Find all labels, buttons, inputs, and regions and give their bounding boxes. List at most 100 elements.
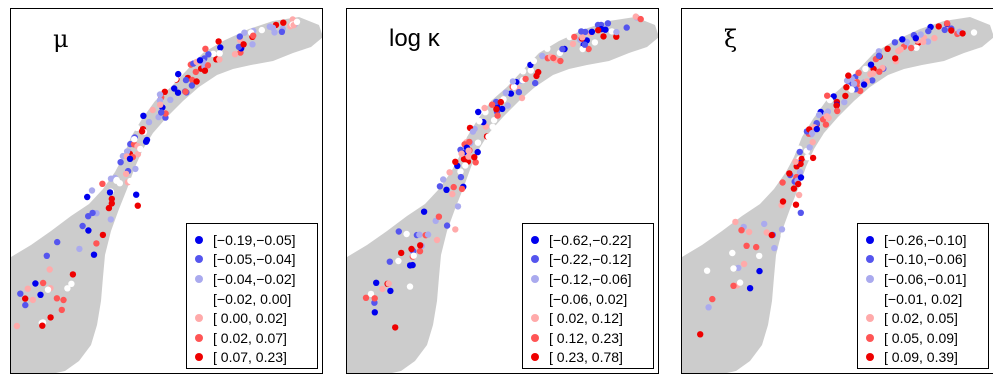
- station-dot: [472, 159, 479, 166]
- station-dot: [417, 242, 424, 249]
- station-dot: [126, 155, 134, 162]
- legend-item: [−0.05,−0.04]: [195, 250, 317, 270]
- station-dot: [519, 68, 527, 75]
- station-dot: [843, 84, 850, 91]
- station-dot: [216, 56, 223, 63]
- panel-title: ξ: [724, 25, 738, 53]
- station-dot: [730, 265, 737, 272]
- station-dot: [280, 19, 287, 26]
- station-dot: [139, 201, 146, 209]
- station-dot: [499, 105, 506, 113]
- station-dot: [466, 138, 473, 146]
- station-dot: [600, 33, 607, 40]
- station-dot: [845, 72, 852, 79]
- station-dot: [796, 148, 803, 156]
- legend-dot: [531, 314, 539, 323]
- station-dot: [581, 41, 588, 48]
- station-dot: [481, 104, 488, 112]
- station-dot: [504, 102, 511, 109]
- station-dot: [108, 195, 116, 203]
- station-dot: [892, 55, 899, 62]
- station-dot: [743, 242, 750, 249]
- station-dot: [544, 45, 551, 52]
- legend-item: [ 0.12, 0.23]: [531, 328, 653, 348]
- legend-item: [−0.62,−0.22]: [531, 230, 653, 250]
- station-dot: [875, 48, 883, 55]
- station-dot: [113, 177, 120, 184]
- station-dot: [420, 208, 428, 215]
- station-dot: [703, 267, 711, 274]
- station-dot: [855, 69, 862, 76]
- station-dot: [732, 218, 739, 226]
- legend-item: [ 0.05, 0.09]: [866, 328, 988, 348]
- map-panel-xi: ξ [−0.26,−0.10] [−0.10,−0.06] [−0.06,−0.…: [681, 8, 993, 374]
- station-dot: [107, 216, 115, 223]
- station-dot: [133, 124, 141, 132]
- station-dot: [215, 38, 222, 45]
- station-dot: [138, 128, 146, 135]
- legend-item: [−0.22,−0.12]: [531, 250, 653, 270]
- station-dot: [175, 70, 182, 78]
- legend-dot: [531, 333, 539, 342]
- legend-dot: [195, 255, 203, 264]
- station-dot: [54, 238, 61, 246]
- station-dot: [490, 117, 498, 124]
- legend-dot: [866, 235, 874, 244]
- station-dot: [403, 230, 410, 238]
- station-dot: [443, 222, 451, 229]
- legend-label: [−0.05,−0.04]: [213, 251, 296, 268]
- station-dot: [406, 262, 414, 269]
- station-dot: [559, 45, 566, 53]
- station-dot: [157, 101, 164, 108]
- legend-item: [ 0.23, 0.78]: [531, 348, 653, 368]
- station-dot: [193, 78, 200, 85]
- station-dot: [158, 109, 165, 116]
- legend-dot: [531, 235, 539, 244]
- station-dot: [475, 108, 482, 116]
- station-dot: [763, 229, 770, 236]
- legend-label: [ 0.09, 0.39]: [884, 349, 958, 366]
- legend-item: [ 0.02, 0.05]: [866, 308, 988, 328]
- legend-label: [−0.04,−0.02]: [213, 270, 296, 287]
- station-dot: [88, 187, 96, 194]
- station-dot: [823, 113, 830, 120]
- legend-dot: [866, 333, 874, 342]
- station-dot: [779, 198, 787, 205]
- legend: [−0.26,−0.10] [−0.10,−0.06] [−0.06,−0.01…: [857, 223, 989, 369]
- station-dot: [79, 222, 86, 230]
- legend-item: [−0.10,−0.06]: [866, 250, 988, 270]
- station-dot: [497, 98, 504, 106]
- legend-item: [ 0.09, 0.39]: [866, 348, 988, 368]
- station-dot: [450, 183, 457, 191]
- station-dot: [47, 314, 54, 321]
- legend-item: [−0.01, 0.02]: [866, 289, 988, 309]
- legend-dot: [195, 274, 203, 283]
- station-dot: [920, 38, 927, 46]
- legend-dot: [195, 353, 203, 362]
- station-dot: [588, 28, 596, 35]
- station-dot: [841, 98, 848, 106]
- station-dot: [469, 128, 477, 135]
- station-dot: [539, 52, 546, 60]
- station-dot: [172, 75, 179, 83]
- station-dot: [188, 82, 196, 89]
- station-dot: [398, 249, 405, 257]
- station-dot: [64, 285, 71, 292]
- legend-label: [−0.06,−0.01]: [884, 270, 967, 287]
- legend-dot: [195, 314, 203, 323]
- station-dot: [795, 191, 803, 199]
- station-dot: [446, 169, 453, 176]
- legend-item: [−0.26,−0.10]: [866, 230, 988, 250]
- station-dot: [392, 324, 399, 331]
- station-dot: [37, 291, 44, 298]
- station-dot: [105, 204, 113, 212]
- legend-dot: [195, 235, 203, 244]
- station-dot: [862, 65, 869, 73]
- station-dot: [876, 68, 883, 75]
- station-dot: [53, 295, 61, 302]
- station-dot: [843, 77, 851, 84]
- station-dot: [474, 139, 482, 146]
- station-dot: [797, 209, 804, 216]
- station-dot: [174, 89, 182, 96]
- station-dot: [39, 322, 46, 329]
